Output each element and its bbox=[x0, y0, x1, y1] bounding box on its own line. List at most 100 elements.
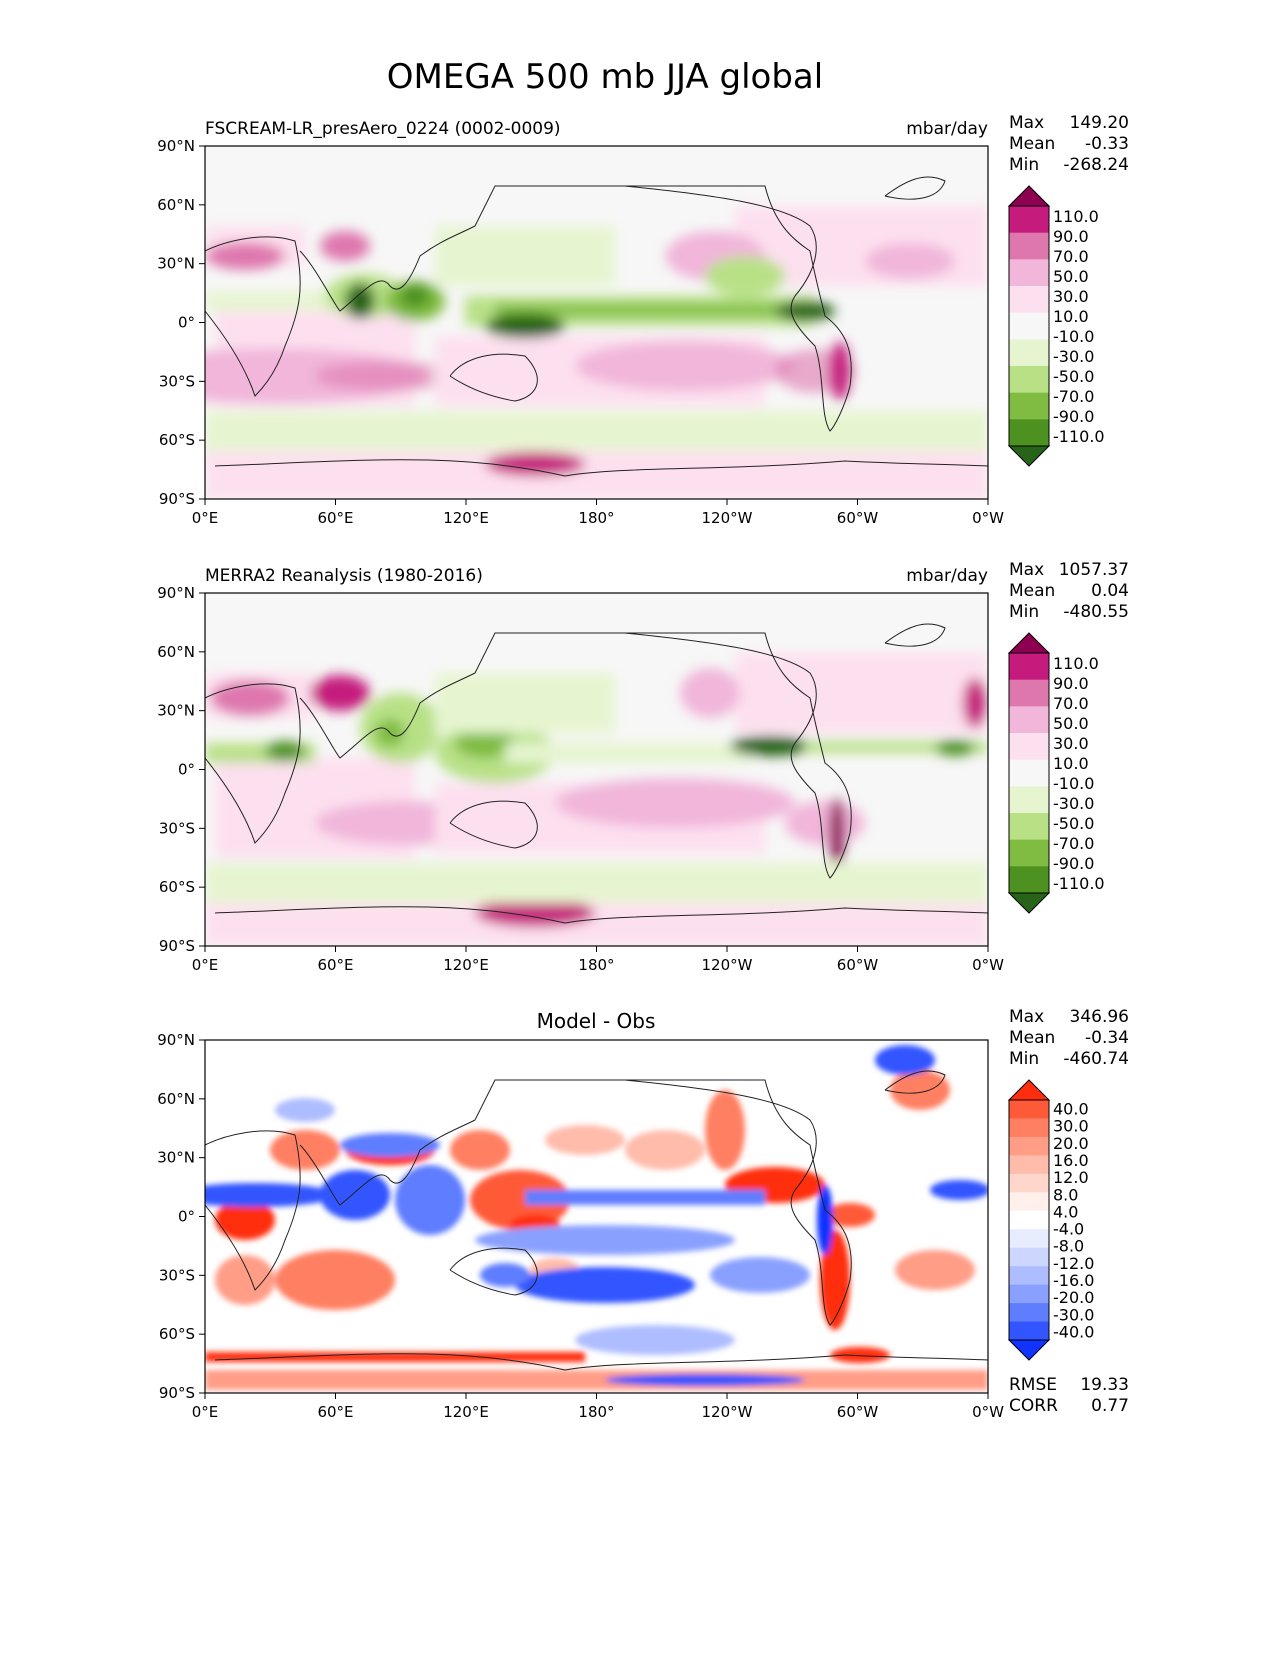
colorbar-label: 12.0 bbox=[1053, 1168, 1089, 1187]
colorbar-label: 30.0 bbox=[1053, 1117, 1089, 1136]
colorbar-swatch bbox=[1009, 813, 1049, 841]
x-tick-label: 120°W bbox=[702, 509, 753, 527]
colorbar-label: -20.0 bbox=[1053, 1288, 1094, 1307]
colorbar-label: -16.0 bbox=[1053, 1271, 1094, 1290]
colorbar-swatch bbox=[1009, 706, 1049, 734]
stat-corr-label: CORR bbox=[1009, 1396, 1058, 1416]
stat-max-value: 346.96 bbox=[1070, 1007, 1129, 1027]
x-tick-label: 120°W bbox=[702, 1403, 753, 1421]
x-tick-label: 0°W bbox=[972, 509, 1004, 527]
colorbar-swatch bbox=[1009, 1173, 1049, 1193]
colorbar-label: 90.0 bbox=[1053, 227, 1089, 246]
y-tick-label: 0° bbox=[178, 761, 195, 779]
stat-max-value: 1057.37 bbox=[1059, 560, 1129, 580]
stat-mean-label: Mean bbox=[1009, 134, 1055, 154]
x-tick-label: 0°W bbox=[972, 956, 1004, 974]
y-tick-label: 60°N bbox=[157, 1090, 195, 1108]
x-tick-label: 60°W bbox=[837, 1403, 879, 1421]
colorbar: 40.030.020.016.012.08.04.0-4.0-8.0-12.0-… bbox=[1007, 1079, 1094, 1361]
x-tick-label: 120°E bbox=[443, 956, 489, 974]
colorbar-label: -30.0 bbox=[1053, 794, 1094, 813]
y-tick-label: 60°S bbox=[159, 878, 195, 896]
y-tick-label: 30°S bbox=[159, 1266, 195, 1284]
colorbar-swatch bbox=[1009, 679, 1049, 707]
stats-box: Max 346.96 Mean -0.34 Min -460.74 RMSE 1… bbox=[1009, 1007, 1129, 1416]
colorbar-label: 50.0 bbox=[1053, 714, 1089, 733]
stat-min-value: -480.55 bbox=[1063, 602, 1129, 622]
colorbar-label: -4.0 bbox=[1053, 1220, 1084, 1239]
colorbar-swatch bbox=[1009, 312, 1049, 340]
colorbar-label: -8.0 bbox=[1053, 1237, 1084, 1256]
colorbar-swatch bbox=[1009, 1100, 1049, 1119]
stat-max-label: Max bbox=[1009, 560, 1044, 580]
colorbar-extend-top bbox=[1007, 632, 1051, 654]
y-tick-label: 60°N bbox=[157, 196, 195, 214]
y-tick-label: 30°S bbox=[159, 819, 195, 837]
x-tick-label: 60°W bbox=[837, 509, 879, 527]
colorbar-swatch bbox=[1009, 1155, 1049, 1175]
stat-min-label: Min bbox=[1009, 602, 1039, 622]
stat-mean-value: -0.33 bbox=[1085, 134, 1129, 154]
x-tick-label: 60°W bbox=[837, 956, 879, 974]
colorbar-label: 30.0 bbox=[1053, 287, 1089, 306]
colorbar-label: 50.0 bbox=[1053, 267, 1089, 286]
colorbar-swatch bbox=[1009, 232, 1049, 260]
colorbar-label: 70.0 bbox=[1053, 247, 1089, 266]
colorbar-swatch bbox=[1009, 1210, 1049, 1230]
stat-min-label: Min bbox=[1009, 1049, 1039, 1069]
stats-box: Max 1057.37 Mean 0.04 Min -480.55 bbox=[1009, 560, 1129, 622]
colorbar-label: -10.0 bbox=[1053, 774, 1094, 793]
y-tick-label: 60°N bbox=[157, 643, 195, 661]
colorbar-swatch bbox=[1009, 1266, 1049, 1286]
stat-mean-value: -0.34 bbox=[1085, 1028, 1129, 1048]
panel-center-title: Model - Obs bbox=[537, 1009, 656, 1033]
y-axis-ticks: 90°N 60°N 30°N 0° 30°S 60°S 90°S bbox=[157, 137, 205, 508]
colorbar-label: -50.0 bbox=[1053, 814, 1094, 833]
stat-mean-label: Mean bbox=[1009, 1028, 1055, 1048]
y-tick-label: 90°N bbox=[157, 584, 195, 602]
x-tick-label: 60°E bbox=[317, 509, 353, 527]
colorbar-label: -110.0 bbox=[1053, 874, 1105, 893]
colorbar-label: -40.0 bbox=[1053, 1322, 1094, 1341]
colorbar-swatch bbox=[1009, 1136, 1049, 1156]
panel-2: MERRA2 Reanalysis (1980-2016) mbar/day bbox=[157, 560, 1129, 974]
colorbar-swatch bbox=[1009, 759, 1049, 787]
y-tick-label: 0° bbox=[178, 314, 195, 332]
colorbar-label: 20.0 bbox=[1053, 1134, 1089, 1153]
colorbar-label: 4.0 bbox=[1053, 1202, 1078, 1221]
colorbar-swatch bbox=[1009, 733, 1049, 761]
colorbar-swatch bbox=[1009, 839, 1049, 867]
stat-corr-value: 0.77 bbox=[1091, 1396, 1129, 1416]
stat-rmse-label: RMSE bbox=[1009, 1375, 1057, 1395]
colorbar: 110.090.070.050.030.010.0-10.0-30.0-50.0… bbox=[1007, 632, 1105, 914]
colorbar-swatch bbox=[1009, 339, 1049, 367]
colorbar-label: 8.0 bbox=[1053, 1185, 1078, 1204]
colorbar-label: -70.0 bbox=[1053, 834, 1094, 853]
x-tick-label: 120°E bbox=[443, 1403, 489, 1421]
colorbar-swatch bbox=[1009, 786, 1049, 814]
colorbar-extend-top bbox=[1007, 1079, 1051, 1101]
colorbar-swatch bbox=[1009, 1303, 1049, 1323]
y-tick-label: 90°S bbox=[159, 1384, 195, 1402]
stat-min-value: -268.24 bbox=[1063, 155, 1129, 175]
colorbar-swatch bbox=[1009, 1247, 1049, 1267]
x-tick-label: 0°E bbox=[192, 1403, 219, 1421]
y-tick-label: 0° bbox=[178, 1208, 195, 1226]
x-tick-label: 120°E bbox=[443, 509, 489, 527]
colorbar-label: 70.0 bbox=[1053, 694, 1089, 713]
stats-box: Max 149.20 Mean -0.33 Min -268.24 bbox=[1009, 113, 1129, 175]
x-axis-ticks: 0°E 60°E 120°E 180° 120°W 60°W 0°W bbox=[192, 1393, 1004, 1421]
panel-1: FSCREAM-LR_presAero_0224 (0002-0009) mba… bbox=[157, 113, 1129, 527]
x-tick-label: 180° bbox=[578, 956, 614, 974]
y-tick-label: 30°N bbox=[157, 255, 195, 273]
stat-mean-label: Mean bbox=[1009, 581, 1055, 601]
colorbar-label: 30.0 bbox=[1053, 734, 1089, 753]
colorbar-label: -90.0 bbox=[1053, 407, 1094, 426]
colorbar-label: 10.0 bbox=[1053, 307, 1089, 326]
y-tick-label: 60°S bbox=[159, 1325, 195, 1343]
colorbar-label: 110.0 bbox=[1053, 654, 1099, 673]
colorbar-label: -12.0 bbox=[1053, 1254, 1094, 1273]
x-tick-label: 0°E bbox=[192, 956, 219, 974]
colorbar-label: 10.0 bbox=[1053, 754, 1089, 773]
